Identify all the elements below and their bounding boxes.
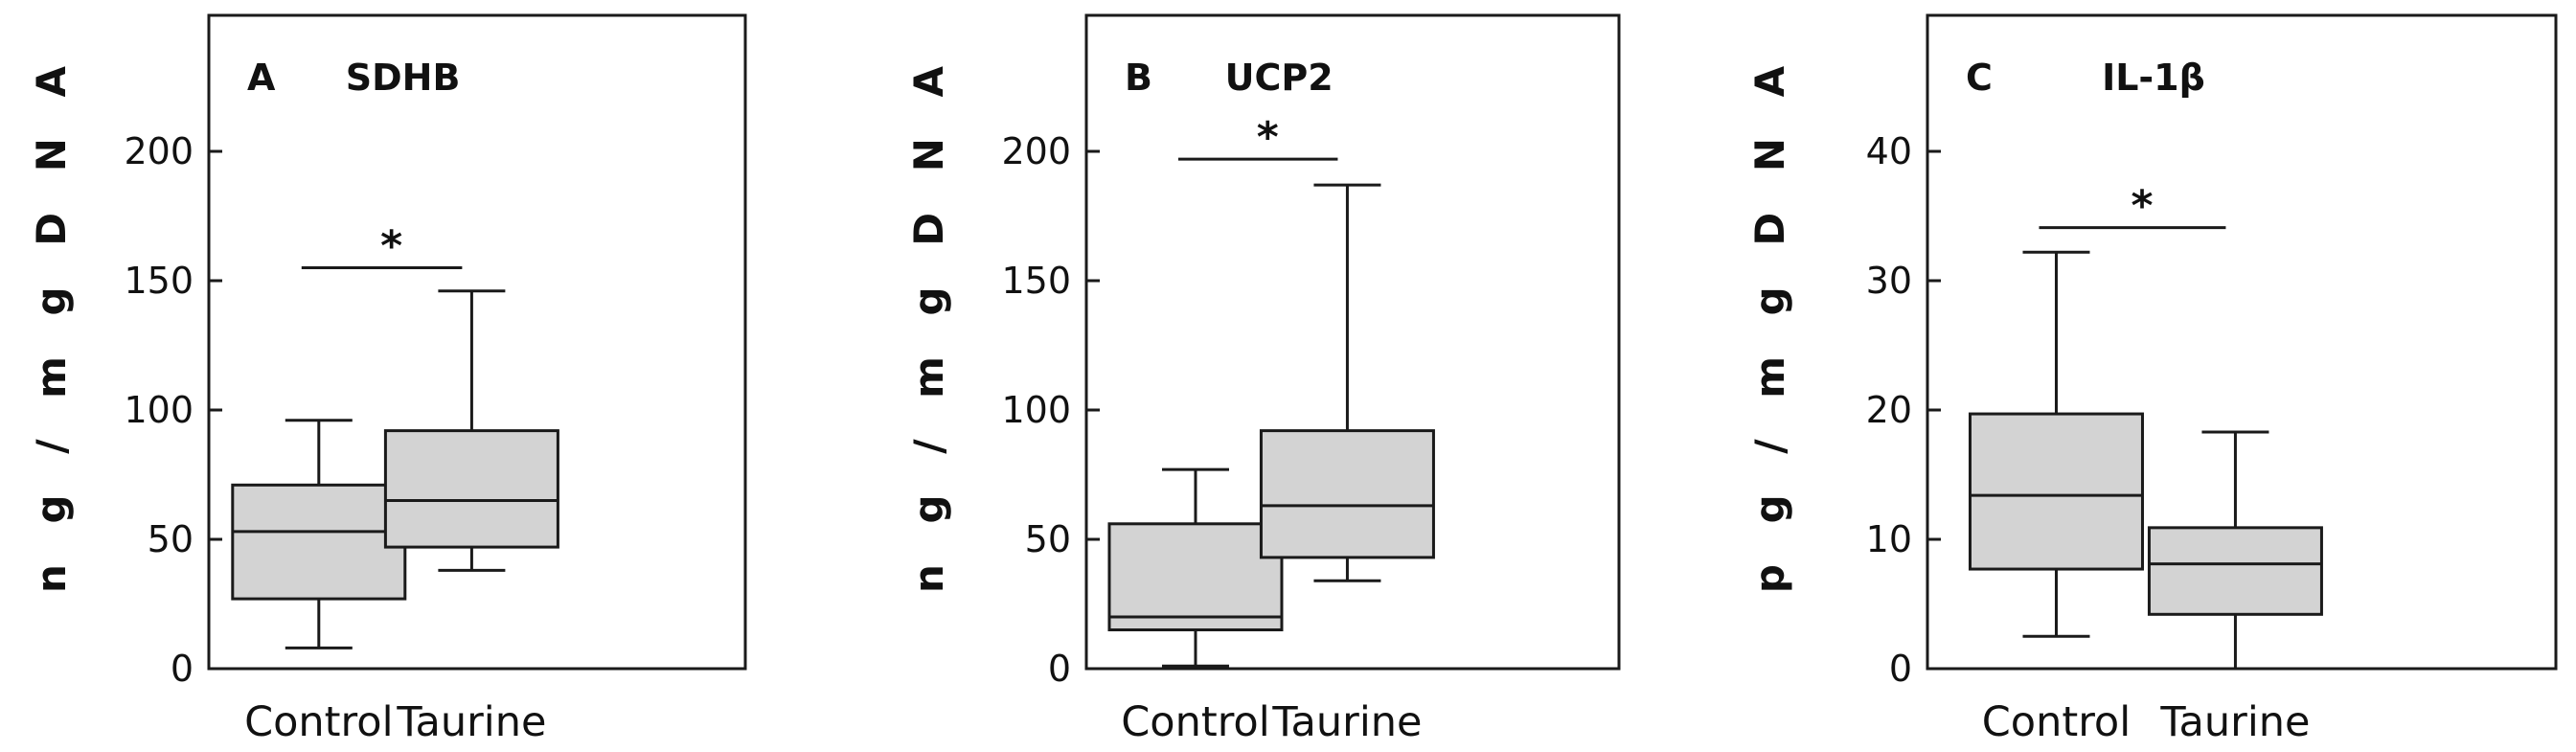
- panel-letter: A: [247, 57, 276, 99]
- box-control: [1107, 467, 1284, 668]
- y-tick-label: 100: [124, 389, 194, 431]
- y-tick-label: 40: [1866, 130, 1912, 172]
- box-taurine: [1259, 183, 1435, 582]
- plot-frame: [207, 13, 747, 671]
- y-tick-label: 30: [1866, 260, 1912, 302]
- plot-frame: [1084, 13, 1621, 671]
- box-taurine: [383, 289, 559, 572]
- y-axis-label: p g / m g D N A: [1746, 53, 1793, 593]
- significance-star: *: [2131, 182, 2153, 231]
- y-axis-label: n g / m g D N A: [905, 53, 952, 593]
- iqr-box: [1259, 429, 1435, 559]
- panel-a: 0 50 100 150 200 n g / m g D N A A SDHB Control T…: [28, 13, 747, 746]
- iqr-box: [231, 483, 407, 601]
- y-tick-label: 0: [1048, 648, 1071, 690]
- y-tick-label: 0: [171, 648, 194, 690]
- y-axis: 0 50 100 150 200: [1001, 130, 1100, 690]
- y-axis-label: n g / m g D N A: [28, 53, 75, 593]
- y-tick-label: 150: [124, 260, 194, 302]
- panel-letter: C: [1966, 57, 1993, 99]
- x-category-label: Taurine: [396, 698, 546, 746]
- iqr-box: [2147, 526, 2323, 616]
- x-category-label: Control: [1121, 698, 1269, 746]
- x-category-label: Control: [244, 698, 393, 746]
- box-taurine: [2147, 430, 2323, 671]
- panel-letter: B: [1125, 57, 1152, 99]
- y-tick-label: 10: [1866, 518, 1912, 560]
- y-tick-label: 50: [1025, 518, 1071, 560]
- panel-title: UCP2: [1225, 57, 1334, 99]
- panel-title: SDHB: [346, 57, 461, 99]
- significance-star: *: [1257, 113, 1279, 162]
- y-tick-label: 200: [124, 130, 194, 172]
- x-category-label: Taurine: [1271, 698, 1422, 746]
- box-control: [231, 419, 407, 649]
- iqr-box: [1968, 412, 2144, 571]
- y-tick-label: 20: [1866, 389, 1912, 431]
- y-tick-label: 100: [1001, 389, 1071, 431]
- iqr-box: [1107, 522, 1284, 631]
- x-category-label: Taurine: [2159, 698, 2310, 746]
- y-axis: 0 50 100 150 200: [124, 130, 222, 690]
- y-tick-label: 50: [148, 518, 194, 560]
- y-tick-label: 200: [1001, 130, 1071, 172]
- x-category-label: Control: [1982, 698, 2131, 746]
- panel-b: 0 50 100 150 200 n g / m g D N A B UCP2 Control T…: [905, 13, 1621, 746]
- significance-star: *: [380, 222, 402, 271]
- iqr-box: [383, 429, 559, 549]
- box-control: [1968, 250, 2144, 638]
- y-tick-label: 0: [1889, 648, 1912, 690]
- y-tick-label: 150: [1001, 260, 1071, 302]
- panel-c: 0 10 20 30 40 p g / m g D N A C IL-1β Control Tau…: [1746, 13, 2558, 746]
- panel-title: IL-1β: [2102, 57, 2205, 99]
- y-axis: 0 10 20 30 40: [1866, 130, 1941, 690]
